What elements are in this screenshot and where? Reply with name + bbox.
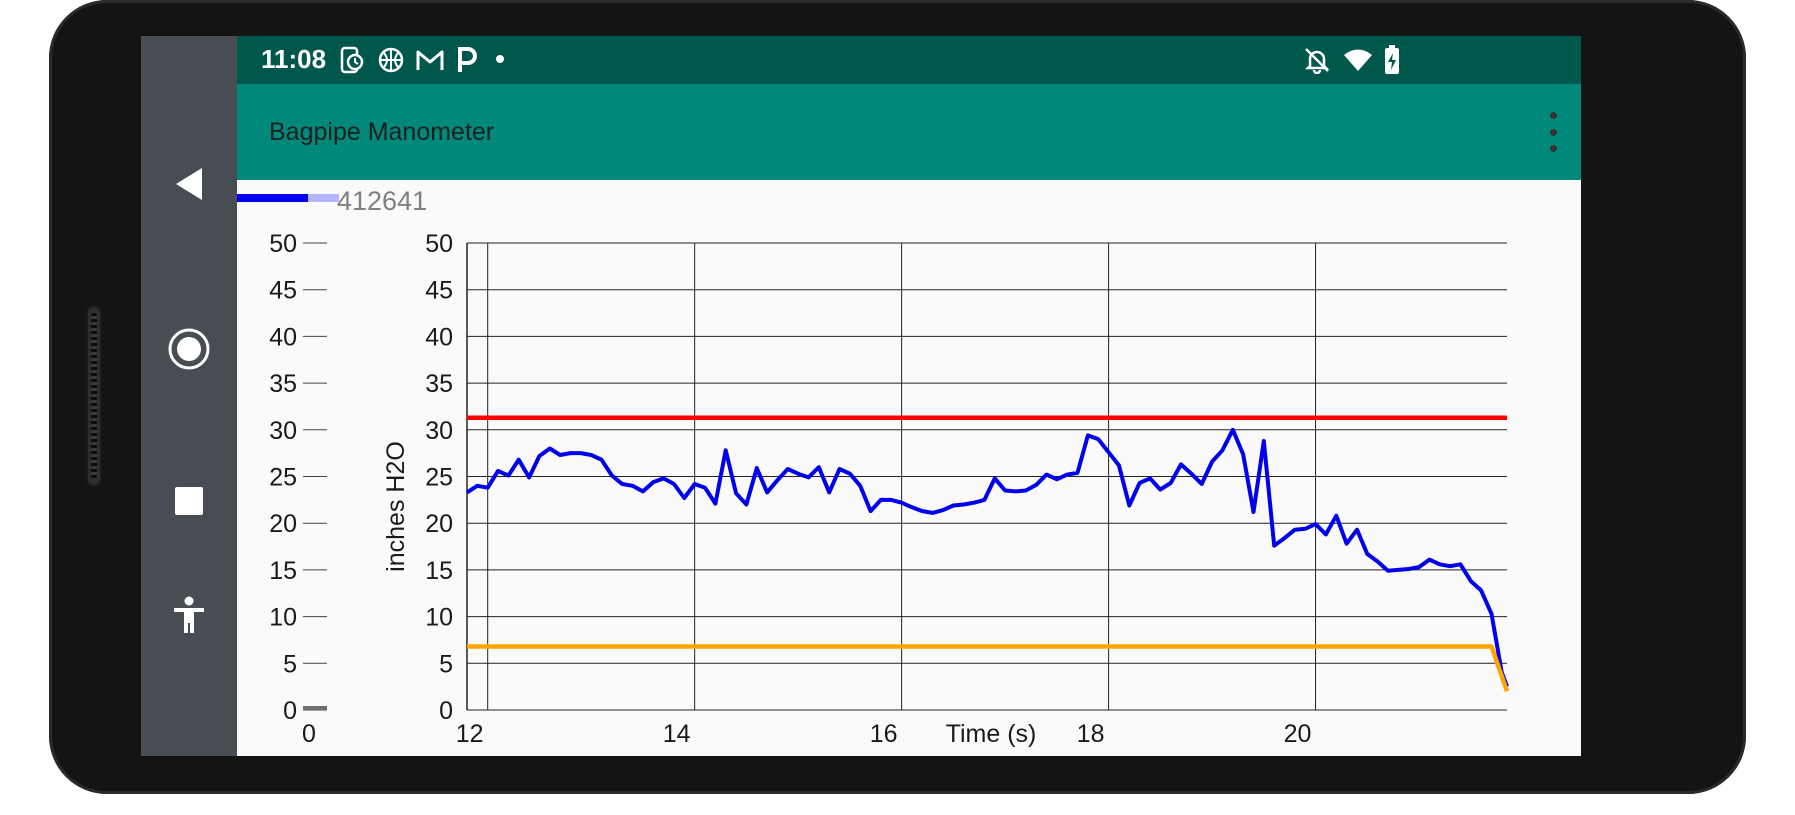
pressure-line-chart: 0 5 10 15 20 25 30 35 40 45 50 12 14 16 18 20 Time (s) in… [382,230,1510,748]
recents-icon [175,487,203,515]
content-area: 412641 0 5 10 15 20 25 30 35 40 45 50 0 0 5 10 15 20 25 3… [237,180,1581,756]
phone-clock-icon [340,46,364,74]
home-icon [168,328,210,370]
chart-x-tick-label: 20 [1284,720,1312,748]
back-icon [176,168,202,200]
chart-y-tick-label: 25 [425,464,453,492]
chart-y-tick-label: 0 [439,697,453,725]
app-bar: Bagpipe Manometer [237,84,1581,180]
p-app-icon [458,47,477,72]
app-title: Bagpipe Manometer [269,118,495,146]
level-chart-y-tick-label: 45 [269,277,297,305]
chart-y-tick-label: 20 [425,510,453,538]
chart-y-tick-label: 10 [425,604,453,632]
chart-y-tick-label: 35 [425,370,453,398]
level-chart-y-tick-label: 10 [269,604,297,632]
level-chart-y-tick-label: 25 [269,464,297,492]
chart-x-tick-label: 12 [456,720,484,748]
accessibility-button[interactable] [141,590,237,640]
accessibility-icon [174,596,204,633]
notifications-off-icon [1304,48,1330,74]
chart-x-tick-label: 14 [663,720,691,748]
lower-limit-line [467,644,1510,693]
more-vert-icon[interactable] [1543,112,1563,152]
level-chart-bar [303,706,327,710]
status-bar: 11:08 [237,36,1581,84]
level-chart-y-tick-label: 40 [269,323,297,351]
chart-y-tick-label: 40 [425,323,453,351]
recents-button[interactable] [141,476,237,526]
level-chart-y-tick-label: 30 [269,417,297,445]
pressure-chart: 0 5 10 15 20 25 30 35 40 45 50 0 0 5 10 15 20 25 30 35 40 45… [269,230,1510,748]
level-chart-y-tick-label: 5 [283,650,297,678]
level-chart-y-tick-label: 50 [269,230,297,258]
level-chart-y-tick-label: 15 [269,557,297,585]
device-screen: 11:08 [141,36,1581,756]
chart-y-tick-label: 50 [425,230,453,258]
home-button[interactable] [141,324,237,374]
wifi-icon [1344,49,1372,71]
system-nav-bar [141,36,237,756]
counter-progress-bar [237,194,309,202]
chart-x-axis-label: Time (s) [946,720,1037,748]
level-chart: 0 5 10 15 20 25 30 35 40 45 50 0 [269,230,327,748]
level-chart-y-tick-label: 0 [283,697,297,725]
phone-speaker-grille [91,313,97,479]
chart-y-tick-label: 45 [425,277,453,305]
level-chart-y-tick-label: 20 [269,510,297,538]
status-clock: 11:08 [261,44,327,74]
basketball-icon [378,47,404,73]
level-chart-y-tick-label: 35 [269,370,297,398]
level-chart-x-tick-label: 0 [302,720,316,748]
back-button[interactable] [141,166,237,202]
counter-progress-track [308,194,339,202]
chart-y-tick-label: 15 [425,557,453,585]
chart-x-tick-label: 18 [1077,720,1105,748]
dot-icon [496,55,504,63]
pressure-series-line [465,427,1509,688]
chart-y-tick-label: 30 [425,417,453,445]
gmail-icon [416,50,444,70]
chart-x-tick-label: 16 [870,720,898,748]
battery-charging-icon [1385,45,1399,74]
chart-y-axis-label: inches H2O [382,441,410,572]
counter-value: 412641 [337,186,428,216]
chart-y-tick-label: 5 [439,650,453,678]
